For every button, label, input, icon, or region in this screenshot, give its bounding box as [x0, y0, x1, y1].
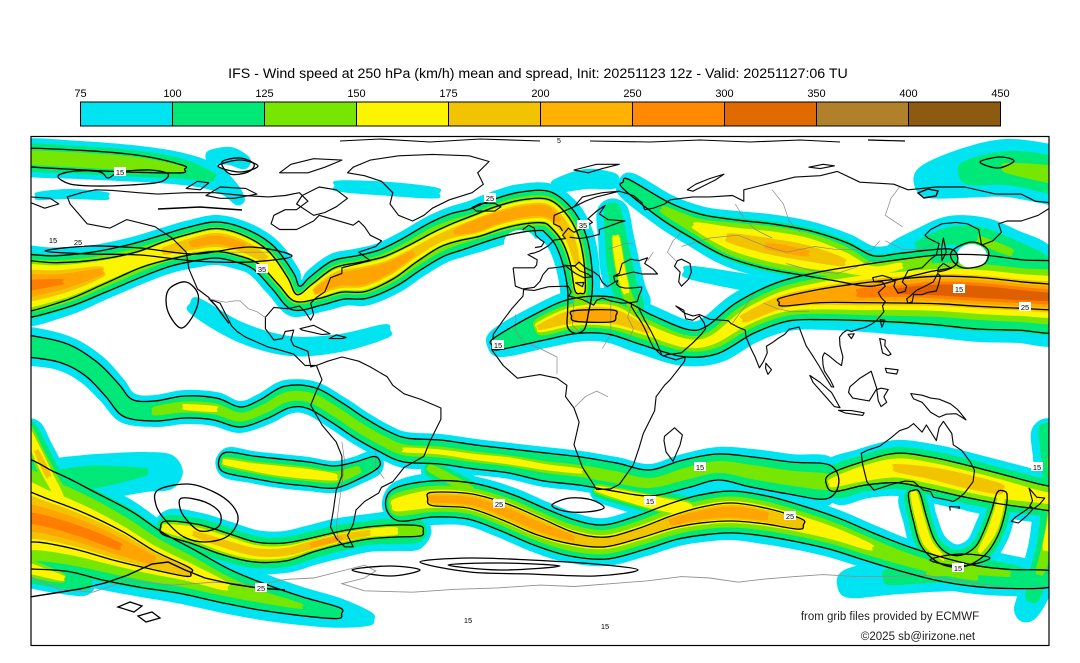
svg-text:from grib files provided by EC: from grib files provided by ECMWF [801, 611, 979, 623]
svg-text:©2025 sb@irizone.net: ©2025 sb@irizone.net [861, 631, 976, 643]
svg-text:15: 15 [955, 285, 963, 294]
svg-text:15: 15 [116, 168, 124, 177]
svg-text:300: 300 [715, 88, 733, 100]
svg-text:25: 25 [495, 500, 503, 509]
svg-text:35: 35 [579, 221, 587, 230]
svg-text:IFS - Wind speed at 250 hPa (k: IFS - Wind speed at 250 hPa (km/h) mean … [228, 66, 848, 82]
svg-text:25: 25 [486, 194, 494, 203]
svg-text:150: 150 [347, 88, 365, 100]
svg-text:100: 100 [163, 88, 181, 100]
svg-text:15: 15 [464, 616, 472, 625]
svg-text:5: 5 [557, 138, 561, 145]
svg-text:15: 15 [954, 564, 962, 573]
svg-text:350: 350 [807, 88, 825, 100]
svg-text:75: 75 [74, 88, 86, 100]
svg-text:200: 200 [531, 88, 549, 100]
svg-text:15: 15 [646, 497, 654, 506]
svg-text:25: 25 [786, 512, 794, 521]
svg-text:15: 15 [49, 236, 57, 245]
svg-text:250: 250 [623, 88, 641, 100]
svg-text:15: 15 [696, 463, 704, 472]
svg-text:15: 15 [1033, 463, 1041, 472]
svg-text:400: 400 [899, 88, 917, 100]
svg-text:25: 25 [257, 584, 265, 593]
svg-text:15: 15 [494, 341, 502, 350]
svg-text:125: 125 [255, 88, 273, 100]
svg-text:450: 450 [991, 88, 1009, 100]
svg-text:35: 35 [258, 265, 266, 274]
svg-text:25: 25 [74, 238, 82, 247]
svg-text:15: 15 [601, 622, 609, 631]
svg-text:175: 175 [439, 88, 457, 100]
svg-text:25: 25 [1021, 303, 1029, 312]
